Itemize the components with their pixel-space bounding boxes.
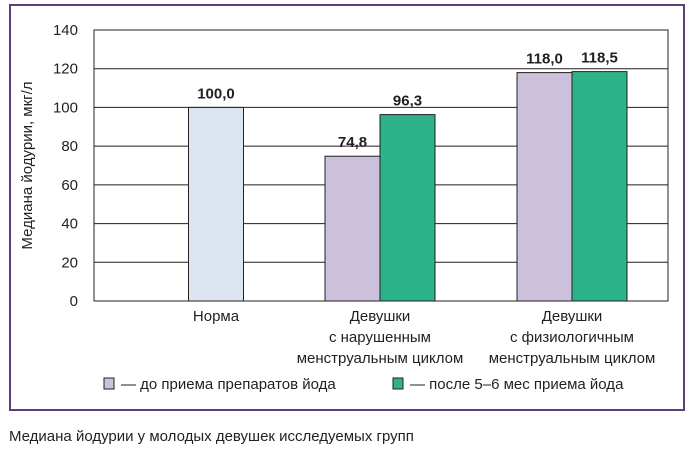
category-label: Норма bbox=[193, 308, 240, 325]
data-label: 118,5 bbox=[581, 50, 618, 67]
y-tick-label: 80 bbox=[61, 138, 78, 155]
y-tick-label: 140 bbox=[53, 22, 78, 39]
bar-after bbox=[379, 114, 436, 302]
y-axis-label: Медиана йодурии, мкг/л bbox=[19, 81, 36, 249]
bar-before bbox=[516, 72, 573, 302]
y-tick-label: 40 bbox=[61, 216, 78, 233]
data-label: 74,8 bbox=[338, 134, 367, 151]
bar-before bbox=[324, 155, 381, 302]
y-tick-label: 100 bbox=[53, 99, 78, 116]
bar-after bbox=[571, 71, 628, 302]
y-tick-label: 120 bbox=[53, 61, 78, 78]
legend-swatch-after bbox=[392, 377, 404, 390]
figure-caption: Медиана йодурии у молодых девушек исслед… bbox=[9, 428, 414, 445]
y-tick-label: 0 bbox=[70, 293, 78, 310]
legend-label: — до приема препаратов йода bbox=[121, 376, 336, 393]
category-label: с физиологичным bbox=[510, 329, 634, 346]
y-tick-label: 60 bbox=[61, 177, 78, 194]
data-label: 118,0 bbox=[526, 51, 563, 68]
data-label: 96,3 bbox=[393, 93, 422, 110]
y-tick-label: 20 bbox=[61, 254, 78, 271]
category-label: менструальным циклом bbox=[489, 350, 656, 367]
category-label: Девушки bbox=[542, 308, 603, 325]
bar-norm bbox=[188, 106, 244, 302]
data-label: 100,0 bbox=[197, 85, 235, 102]
legend-swatch-before bbox=[103, 377, 115, 390]
category-label: менструальным циклом bbox=[297, 350, 464, 367]
category-label: с нарушенным bbox=[329, 329, 431, 346]
legend-label: — после 5–6 мес приема йода bbox=[410, 376, 624, 393]
category-label: Девушки bbox=[350, 308, 411, 325]
